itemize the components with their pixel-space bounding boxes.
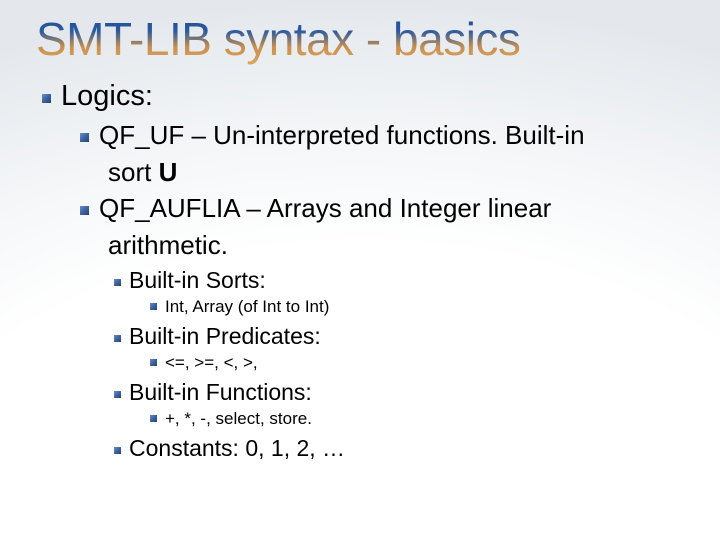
text-bold: U [159,157,178,187]
list-item: Int, Array (of Int to Int) [150,297,684,317]
text: Int, Array (of Int to Int) [165,297,329,316]
list-item: QF_AUFLIA – Arrays and Integer linear [80,192,684,225]
text: sort [108,157,159,187]
text: Built-in Functions: [129,379,312,405]
list-item-continuation: sort U [108,156,684,189]
content-list: Logics: QF_UF – Un-interpreted functions… [36,80,684,462]
list-item: Logics: [42,80,684,113]
list-item-continuation: arithmetic. [108,229,684,262]
text: QF_AUFLIA – Arrays and Integer linear [99,193,551,223]
text: <=, >=, <, >, [165,353,258,372]
text: arithmetic. [108,230,228,260]
text: QF_UF – Un-interpreted functions. Built-… [99,120,585,150]
text: +, *, -, select, store. [165,409,312,428]
list-item: Constants: 0, 1, 2, … [114,435,684,462]
list-item: <=, >=, <, >, [150,353,684,373]
text: Built-in Sorts: [129,267,266,293]
text: Constants: 0, 1, 2, … [129,435,345,461]
slide-title: SMT-LIB syntax - basics [36,12,684,66]
text: Logics: [61,80,153,112]
list-item: +, *, -, select, store. [150,409,684,429]
list-item: QF_UF – Un-interpreted functions. Built-… [80,119,684,152]
text: Built-in Predicates: [129,323,321,349]
list-item: Built-in Predicates: [114,323,684,350]
list-item: Built-in Functions: [114,379,684,406]
list-item: Built-in Sorts: [114,267,684,294]
